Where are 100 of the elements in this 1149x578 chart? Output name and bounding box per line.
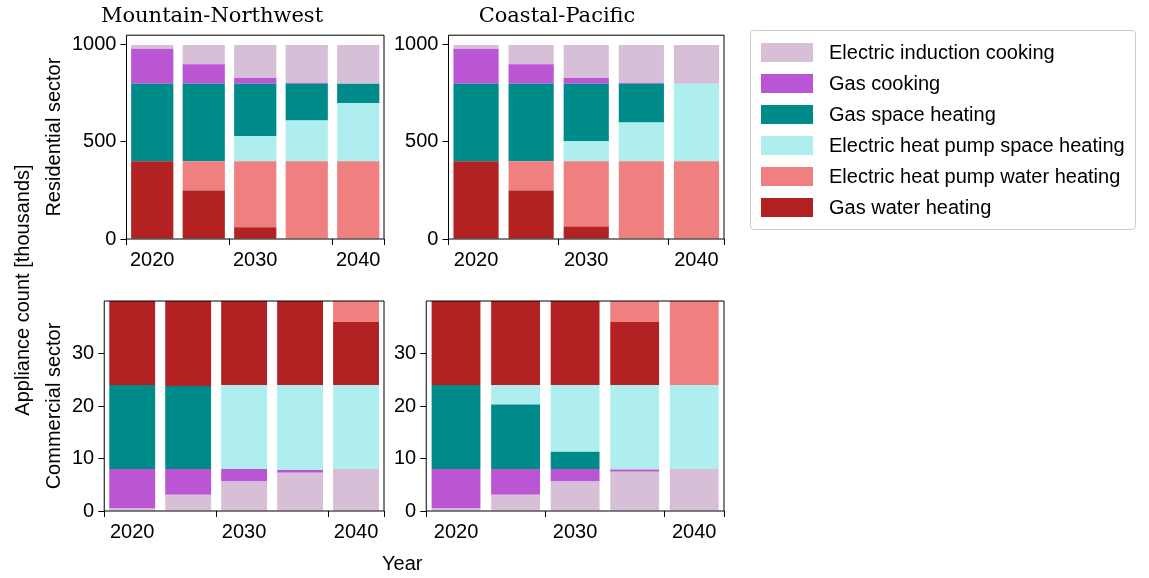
bar bbox=[277, 385, 324, 471]
bar bbox=[109, 301, 156, 385]
x-tick-label: 2040 bbox=[671, 519, 717, 542]
bar bbox=[182, 190, 225, 239]
bar bbox=[550, 451, 600, 469]
bar bbox=[165, 494, 212, 511]
bar bbox=[431, 469, 481, 509]
bar bbox=[109, 508, 156, 511]
bar bbox=[182, 64, 225, 84]
bar bbox=[563, 77, 609, 84]
bar bbox=[563, 140, 609, 162]
bar bbox=[333, 385, 379, 469]
y-tick-label: 0 bbox=[83, 498, 95, 521]
bar bbox=[431, 508, 481, 511]
y-tick-label: 20 bbox=[72, 393, 95, 416]
bar bbox=[550, 301, 600, 385]
bar bbox=[453, 83, 499, 162]
y-tick-label: 0 bbox=[105, 226, 117, 249]
bar bbox=[337, 44, 380, 84]
y-tick-label: 500 bbox=[83, 129, 117, 152]
bar bbox=[673, 161, 720, 239]
bar bbox=[610, 322, 660, 385]
bar bbox=[610, 469, 660, 472]
bar bbox=[669, 301, 719, 385]
chart-title: Mountain-Northwest bbox=[100, 3, 324, 28]
bar bbox=[165, 469, 212, 495]
x-tick-label: 2020 bbox=[433, 519, 479, 542]
x-tick-label: 2030 bbox=[552, 519, 598, 542]
x-tick-label: 2020 bbox=[109, 519, 155, 542]
bar bbox=[563, 44, 609, 78]
bar bbox=[277, 301, 324, 385]
bar bbox=[221, 385, 268, 469]
bar bbox=[285, 83, 328, 121]
bar bbox=[234, 227, 277, 239]
bar bbox=[234, 77, 277, 84]
y-tick-label: 10 bbox=[72, 446, 95, 469]
bar bbox=[131, 48, 174, 84]
bar bbox=[491, 385, 540, 405]
bar bbox=[221, 469, 268, 482]
y-tick-label: 30 bbox=[394, 341, 417, 364]
x-tick-label: 2040 bbox=[336, 247, 381, 270]
x-tick-label: 2030 bbox=[564, 247, 609, 270]
legend-label: Gas space heating bbox=[829, 103, 996, 126]
bar bbox=[618, 83, 664, 123]
bar bbox=[563, 83, 609, 141]
y-tick-label: 500 bbox=[405, 129, 439, 152]
bar bbox=[618, 161, 664, 239]
bar bbox=[618, 122, 664, 162]
legend-label: Electric heat pump space heating bbox=[829, 134, 1125, 157]
x-tick-label: 2020 bbox=[129, 247, 175, 270]
y-tick-label: 30 bbox=[72, 341, 95, 364]
bar bbox=[563, 226, 609, 239]
y-tick-label: 10 bbox=[394, 446, 417, 469]
bar bbox=[221, 481, 268, 511]
bar bbox=[182, 161, 225, 191]
bar bbox=[673, 44, 720, 84]
bar bbox=[337, 103, 380, 162]
bar bbox=[277, 472, 324, 511]
bar bbox=[610, 471, 660, 511]
bar bbox=[109, 469, 156, 509]
bar bbox=[491, 301, 540, 385]
y-tick-label: 1000 bbox=[71, 32, 117, 55]
bar bbox=[131, 44, 174, 49]
bar bbox=[333, 469, 379, 511]
x-tick-label: 2030 bbox=[233, 247, 278, 270]
bar bbox=[453, 44, 499, 49]
chart-title: Coastal-Pacific bbox=[478, 3, 636, 28]
bar bbox=[610, 385, 660, 470]
y-axis-title: Residential sector bbox=[41, 57, 64, 217]
y-tick-label: 1000 bbox=[393, 32, 439, 55]
bar bbox=[508, 190, 554, 239]
bar bbox=[508, 64, 554, 84]
legend-label: Electric heat pump water heating bbox=[829, 165, 1121, 188]
x-tick-label: 2040 bbox=[674, 247, 719, 270]
text: Appliance count [thousands] bbox=[10, 164, 34, 416]
bar bbox=[669, 469, 719, 511]
bar bbox=[165, 386, 212, 469]
bar bbox=[333, 301, 379, 322]
bar bbox=[491, 469, 540, 495]
bar bbox=[550, 385, 600, 452]
bar bbox=[431, 385, 481, 469]
bar bbox=[669, 385, 719, 469]
bar bbox=[491, 404, 540, 469]
legend-label: Gas cooking bbox=[829, 72, 941, 95]
bar bbox=[337, 161, 380, 239]
x-tick-label: 2030 bbox=[221, 519, 267, 542]
bar bbox=[285, 161, 328, 239]
y-axis-title: Commercial sector bbox=[41, 322, 64, 490]
bar bbox=[453, 161, 499, 239]
bar bbox=[333, 322, 379, 385]
legend-label: Electric induction cooking bbox=[829, 41, 1055, 64]
bar bbox=[491, 494, 540, 511]
bar bbox=[109, 385, 156, 469]
bar bbox=[277, 470, 324, 473]
y-tick-label: 0 bbox=[405, 498, 417, 521]
bar bbox=[618, 44, 664, 83]
bar bbox=[508, 83, 554, 162]
x-tick-label: 2020 bbox=[453, 247, 499, 270]
bar bbox=[221, 301, 268, 385]
legend-label: Gas water heating bbox=[829, 196, 992, 219]
